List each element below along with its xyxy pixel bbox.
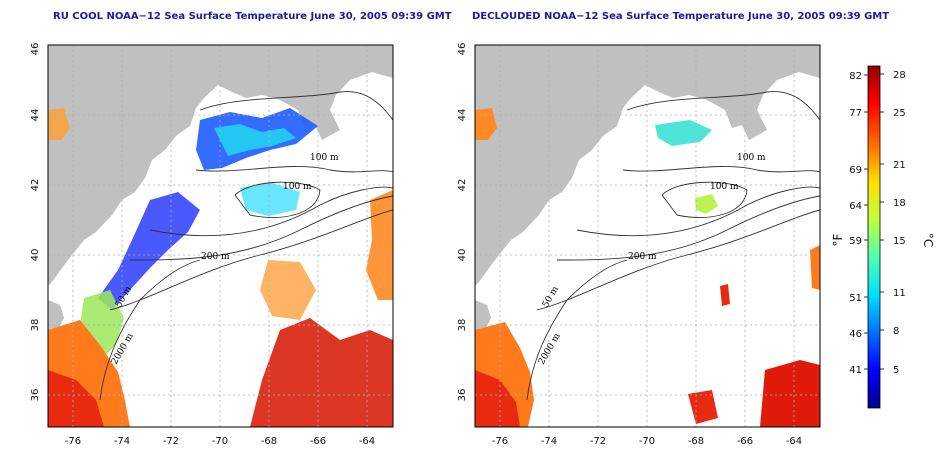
colorbar-scale — [867, 65, 881, 409]
land-mass — [48, 300, 64, 338]
colorbar-f-tick-label: 46 — [849, 329, 862, 340]
colorbar-c-tick-label: 28 — [893, 70, 906, 81]
sst-region-cool — [655, 120, 712, 146]
colorbar-f-tick-label: 41 — [849, 365, 862, 376]
graticule — [48, 45, 393, 427]
x-tick-label: -66 — [310, 436, 326, 447]
y-tick-label: 38 — [457, 319, 468, 332]
y-tick-label: 40 — [30, 249, 41, 262]
y-tick-label: 40 — [457, 249, 468, 262]
sst-region-cold — [98, 192, 200, 310]
colorbar-c-tick-label: 18 — [893, 198, 906, 209]
land-mass — [48, 45, 393, 286]
sst-region-cool — [240, 182, 300, 216]
y-tick-label: 42 — [30, 179, 41, 192]
y-tick-label: 38 — [30, 319, 41, 332]
x-tick-label: -76 — [492, 436, 508, 447]
land-mass — [475, 300, 491, 338]
colorbar-f-tick-label: 77 — [849, 108, 862, 119]
sst-region-hot — [48, 370, 104, 427]
colorbar: 82 77 69 64 59 51 46 41 28 25 21 18 15 1… — [831, 65, 935, 409]
colorbar-f-tick-label: 69 — [849, 165, 862, 176]
map-panel-left: 100 m 100 m 200 m 50 m 2000 m -76 -74 -7… — [30, 43, 394, 447]
sst-region-mild — [695, 194, 718, 214]
y-axis-right: 36 38 40 42 44 46 — [457, 43, 468, 402]
contour-label: 100 m — [710, 182, 739, 192]
sst-region-hot — [688, 390, 718, 424]
contour-label: 100 m — [283, 182, 312, 192]
colorbar-f-tick-label: 59 — [849, 236, 862, 247]
colorbar-c-unit: °C — [921, 233, 935, 247]
y-tick-label: 42 — [457, 179, 468, 192]
x-tick-label: -68 — [261, 436, 277, 447]
y-tick-label: 44 — [457, 109, 468, 122]
bathymetry-contours — [99, 91, 393, 401]
x-tick-label: -68 — [688, 436, 704, 447]
colorbar-c-tick-label: 5 — [893, 365, 899, 376]
sst-region-hot — [720, 284, 730, 306]
x-axis-right: -76 -74 -72 -70 -68 -66 -64 — [492, 436, 802, 447]
x-tick-label: -76 — [65, 436, 81, 447]
sst-region-warm — [475, 108, 497, 140]
x-tick-label: -70 — [639, 436, 655, 447]
x-tick-label: -74 — [114, 436, 130, 447]
x-tick-label: -72 — [163, 436, 179, 447]
contour-label: 100 m — [737, 153, 766, 163]
x-tick-label: -64 — [359, 436, 375, 447]
colorbar-f-tick-label: 82 — [849, 71, 862, 82]
y-tick-label: 46 — [30, 43, 41, 56]
bathymetry-contours — [526, 91, 820, 401]
contour-label: 200 m — [201, 252, 230, 262]
colorbar-f-unit: °F — [831, 233, 845, 246]
colorbar-f-tick-label: 64 — [849, 201, 862, 212]
map-title-right: DECLOUDED NOAA−12 Sea Surface Temperatur… — [472, 11, 890, 22]
x-tick-label: -74 — [541, 436, 557, 447]
colorbar-c-tick-label: 8 — [893, 326, 899, 337]
map-frame-left — [47, 44, 394, 428]
map-panel-right: 100 m 100 m 200 m 50 m 2000 m -76 -74 -7… — [457, 43, 821, 447]
land-mass — [475, 45, 820, 286]
sst-region-warm — [810, 245, 820, 290]
sst-region-hot — [760, 360, 820, 427]
map-title-left: RU COOL NOAA−12 Sea Surface Temperature … — [53, 11, 452, 22]
x-tick-label: -64 — [786, 436, 802, 447]
sst-region-warm — [260, 260, 316, 320]
map-frame-right — [474, 44, 821, 428]
x-axis-left: -76 -74 -72 -70 -68 -66 -64 — [65, 436, 375, 447]
contour-label: 200 m — [628, 252, 657, 262]
x-tick-label: -66 — [737, 436, 753, 447]
sst-region-hot — [250, 318, 393, 427]
colorbar-c-tick-label: 25 — [893, 108, 906, 119]
y-tick-label: 36 — [457, 389, 468, 402]
colorbar-f-tick-label: 51 — [849, 293, 862, 304]
sst-region-hot — [475, 370, 520, 427]
colorbar-c-tick-label: 21 — [893, 160, 906, 171]
colorbar-c-ticks — [880, 73, 884, 370]
colorbar-c-tick-label: 15 — [893, 236, 906, 247]
colorbar-c-tick-label: 11 — [893, 288, 906, 299]
graticule — [475, 45, 820, 427]
x-tick-label: -70 — [212, 436, 228, 447]
contour-label: 100 m — [310, 153, 339, 163]
sst-region-cool — [214, 124, 296, 156]
y-tick-label: 44 — [30, 109, 41, 122]
x-tick-label: -72 — [590, 436, 606, 447]
y-axis-left: 36 38 40 42 44 46 — [30, 43, 41, 402]
sst-region-warm — [48, 108, 70, 140]
y-tick-label: 36 — [30, 389, 41, 402]
y-tick-label: 46 — [457, 43, 468, 56]
colorbar-f-ticks — [864, 74, 868, 370]
sst-region-warm — [366, 190, 393, 300]
